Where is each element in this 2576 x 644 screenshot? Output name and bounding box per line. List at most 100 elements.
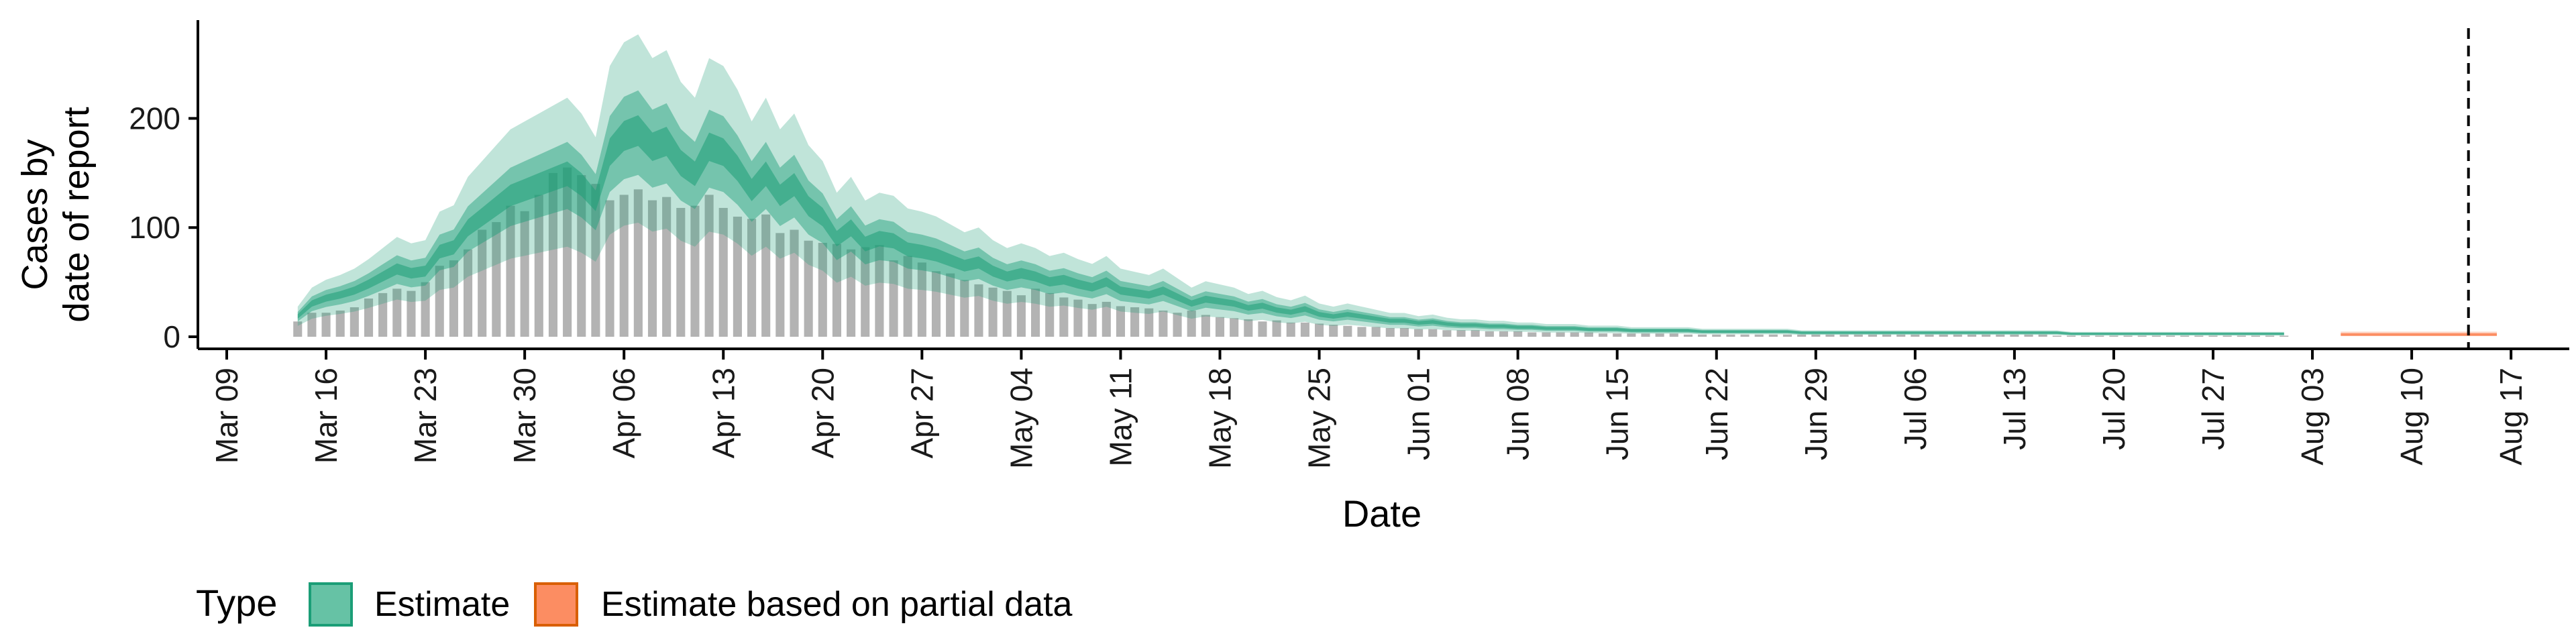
reported-case-bar [1414, 329, 1424, 337]
reported-case-bar [718, 207, 728, 337]
reported-case-bar [563, 167, 572, 337]
reported-case-bar [1371, 327, 1381, 337]
y-tick-label: 100 [129, 210, 180, 245]
reported-case-bar [2109, 335, 2118, 337]
reported-case-bar [2095, 335, 2104, 337]
legend-key-partial [534, 582, 578, 627]
x-axis: Mar 09 Mar 16 Mar 23 Mar 30 Apr 06 Apr 13 Apr … [198, 347, 2569, 469]
reported-case-bar [1230, 318, 1239, 337]
reported-case-bar [1925, 334, 1934, 337]
reported-case-bar [1272, 320, 1281, 337]
reported-case-bar [478, 229, 487, 337]
reported-case-bar [1130, 307, 1140, 337]
reported-case-bar [2279, 335, 2289, 337]
reported-case-bar [1698, 334, 1707, 337]
x-tick-label: Apr 27 [904, 368, 939, 459]
reported-case-bar [2066, 335, 2076, 337]
reported-case-bar [1542, 332, 1551, 337]
reported-case-bar [1357, 327, 1366, 337]
reported-case-bar [378, 292, 388, 337]
reported-case-bar [1712, 334, 1721, 337]
reported-case-bar [1187, 310, 1196, 337]
reported-case-bar [577, 175, 586, 337]
reported-case-bar [463, 249, 473, 337]
reported-case-bar [747, 219, 757, 337]
reported-case-bar [1258, 321, 1267, 337]
reported-case-bar [435, 266, 444, 337]
reported-case-bar [1286, 322, 1295, 337]
x-tick-label: Mar 30 [507, 368, 542, 464]
reported-case-bar [903, 256, 912, 337]
reported-case-bar [2038, 334, 2047, 337]
reported-case-bar [449, 260, 458, 337]
reported-case-bar [633, 189, 643, 337]
y-tick-label: 200 [129, 101, 180, 136]
reported-case-bar [534, 195, 543, 337]
reported-case-bar [1584, 332, 1593, 337]
x-tick-label: May 04 [1004, 368, 1038, 469]
reported-case-bar [2052, 335, 2061, 337]
reported-case-bar [2165, 335, 2176, 337]
reported-case-bar [2237, 335, 2246, 337]
reported-case-bar [1641, 333, 1650, 337]
x-tick-label: May 18 [1203, 368, 1238, 469]
legend-title: Type [196, 582, 277, 624]
reported-case-bar [1939, 334, 1948, 337]
reported-case-bar [520, 211, 529, 337]
reported-case-bar [832, 244, 842, 337]
reported-case-bar [1825, 334, 1835, 337]
reported-case-bar [690, 205, 700, 337]
reported-case-bar [1556, 332, 1565, 337]
reported-case-bar [1399, 327, 1409, 337]
x-tick-label: Apr 06 [606, 368, 641, 459]
reported-case-bar [1087, 304, 1097, 337]
reported-case-bar [960, 280, 969, 337]
x-tick-label: Jun 15 [1600, 368, 1635, 460]
x-tick-label: Mar 23 [408, 368, 443, 464]
reported-case-bar [1669, 333, 1678, 337]
reported-case-bar [1159, 310, 1168, 337]
reported-case-bar [1485, 331, 1494, 337]
reported-case-bar [1911, 334, 1920, 337]
reported-case-bar [1329, 325, 1338, 337]
x-tick-label: Aug 10 [2394, 368, 2429, 466]
reported-case-bar [1030, 288, 1040, 337]
reported-case-bar [790, 229, 799, 337]
reported-case-bar [1967, 334, 1977, 337]
reported-case-bar [364, 299, 374, 337]
reported-case-bar [2222, 335, 2232, 337]
reported-case-bar [1385, 327, 1395, 337]
y-axis-title-line-2: date of report [56, 107, 97, 322]
reported-case-bar [1215, 317, 1225, 337]
reported-case-bar [1655, 333, 1664, 337]
reported-case-bar [775, 233, 785, 337]
reported-case-bar [1868, 334, 1877, 337]
reported-case-bar [1059, 297, 1069, 337]
reported-case-bar [733, 216, 742, 337]
reported-case-bar [1811, 334, 1821, 337]
reported-case-bar [1683, 334, 1693, 337]
reported-case-bar [1016, 295, 1026, 337]
reported-case-bar [1102, 301, 1111, 337]
reported-case-bar [321, 313, 331, 337]
y-axis: 0 100 200 [129, 20, 199, 354]
x-tick-label: May 11 [1103, 368, 1138, 466]
reported-case-bar [946, 273, 955, 337]
y-tick-label: 0 [163, 319, 180, 354]
reported-case-bar [1740, 334, 1750, 337]
reported-case-bar [1144, 308, 1154, 337]
reported-case-bar [704, 195, 714, 337]
x-axis-title: Date [1342, 492, 1421, 535]
reported-case-bar [1244, 319, 1253, 337]
reported-case-bar [676, 207, 686, 337]
reported-case-bar [974, 284, 983, 337]
reported-case-bar [1314, 323, 1324, 337]
reported-case-bar [647, 200, 657, 337]
legend-key-estimate [309, 582, 353, 627]
reported-case-bar [1839, 334, 1849, 337]
reported-case-bar [2024, 334, 2033, 337]
x-tick-label: Jun 01 [1401, 368, 1436, 460]
reported-case-bar [1627, 333, 1636, 337]
legend-label-partial: Estimate based on partial data [601, 585, 1073, 624]
